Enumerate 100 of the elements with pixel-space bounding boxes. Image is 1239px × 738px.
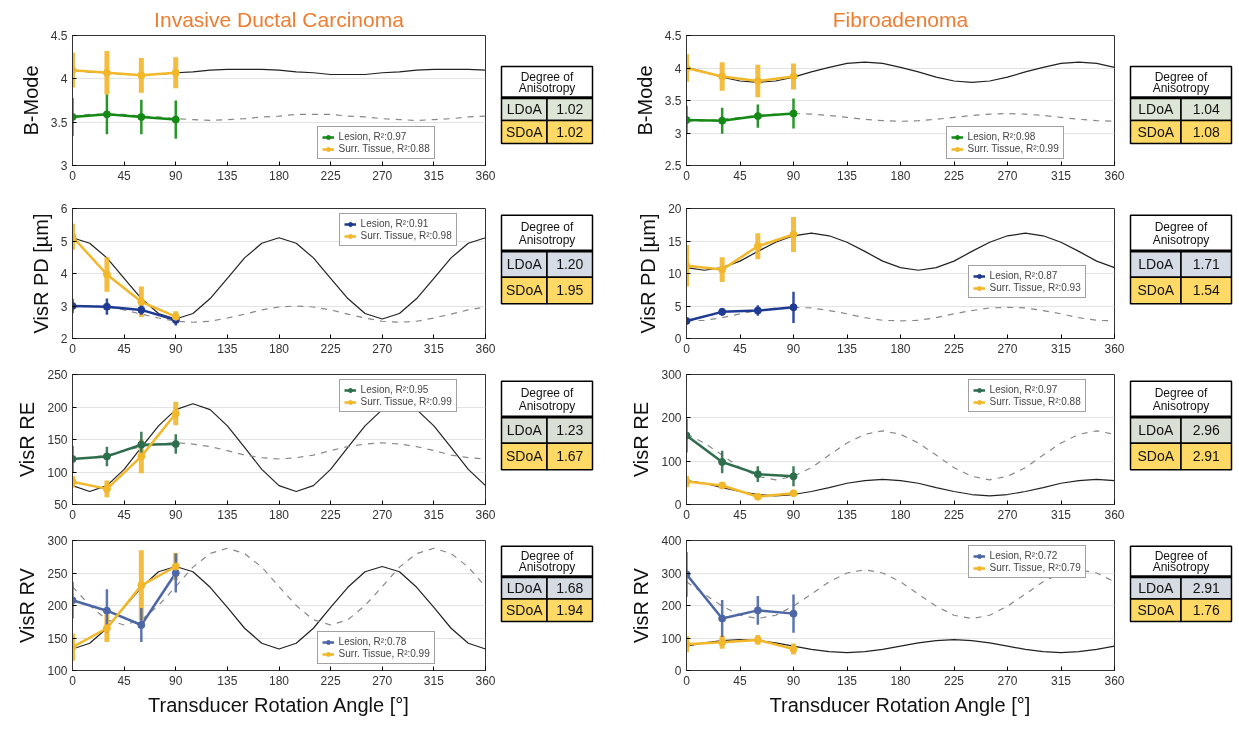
- x-tick-label: 270: [997, 673, 1018, 688]
- category-label: LDoA: [506, 101, 543, 118]
- y-tick-label: 200: [47, 400, 68, 415]
- y-tick-label: 250: [47, 566, 68, 581]
- x-tick-label: 225: [320, 341, 341, 356]
- data-label: 1.23: [556, 422, 584, 439]
- x-tick-label: 360: [475, 507, 496, 522]
- x-tick-label: 180: [890, 673, 911, 688]
- y-tick-label: 3.5: [664, 94, 682, 108]
- legend-label: Surr. Tissue, R²:0.99: [338, 648, 430, 659]
- y-tick-label: 10: [668, 267, 682, 281]
- x-tick-label: 45: [733, 341, 747, 356]
- y-tick-label: 5: [60, 234, 68, 249]
- category-label: SDoA: [505, 282, 544, 299]
- legend-label: Surr. Tissue, R²:0.99: [360, 396, 452, 407]
- x-tick-label: 90: [169, 168, 183, 183]
- x-tick-label: 270: [372, 507, 393, 522]
- legend-label: Surr. Tissue, R²:0.88: [338, 143, 430, 154]
- x-tick-label: 180: [890, 168, 911, 183]
- x-tick-label: 135: [836, 507, 858, 522]
- x-tick-label: 225: [320, 507, 341, 522]
- x-axis-title: Transducer Rotation Angle [°]: [769, 693, 1031, 716]
- data-label: 2.91: [1192, 448, 1221, 465]
- y-axis-title: VisR RV: [16, 567, 39, 643]
- y-axis-title: VisR RE: [630, 401, 653, 478]
- data-label: 1.71: [1192, 256, 1221, 273]
- y-axis-title: VisR RE: [16, 401, 39, 478]
- legend-label: Lesion, R²:0.72: [989, 550, 1058, 561]
- category-label: LDoA: [506, 256, 543, 273]
- y-axis-title: VisR PD [µm]: [637, 213, 660, 334]
- x-tick-label: 315: [1050, 673, 1072, 688]
- data-label: 2.91: [1192, 579, 1221, 596]
- x-tick-label: 45: [733, 168, 747, 183]
- x-tick-label: 360: [1104, 507, 1125, 522]
- x-tick-label: 45: [733, 507, 747, 522]
- y-tick-label: 0: [674, 498, 682, 512]
- x-tick-label: 225: [943, 168, 965, 183]
- category-label: SDoA: [505, 124, 544, 141]
- y-tick-label: 3: [60, 159, 68, 173]
- legend-label: Lesion, R²:0.78: [338, 636, 407, 647]
- x-tick-label: 270: [372, 168, 393, 183]
- y-tick-label: 150: [47, 433, 68, 447]
- text: Degree of Anisotropy: [1152, 385, 1210, 413]
- y-tick-label: 6: [60, 202, 68, 216]
- y-tick-label: 2: [60, 332, 68, 346]
- y-tick-label: 15: [668, 234, 682, 249]
- y-tick-label: 4.5: [50, 29, 68, 43]
- y-tick-label: 0: [674, 664, 682, 678]
- y-tick-label: 4: [60, 72, 68, 87]
- category-label: SDoA: [505, 602, 544, 619]
- text: Degree of Anisotropy: [1152, 549, 1210, 574]
- chart-title: Invasive Ductal Carcinoma: [154, 7, 405, 31]
- legend-label: Surr. Tissue, R²:0.99: [967, 143, 1059, 154]
- x-tick-label: 270: [372, 341, 393, 356]
- y-tick-label: 3.5: [50, 115, 68, 130]
- text: Degree of Anisotropy: [518, 219, 576, 247]
- y-tick-label: 4.5: [664, 29, 682, 43]
- y-tick-label: 3: [60, 299, 68, 314]
- legend-label: Lesion, R²:0.87: [989, 270, 1058, 282]
- category-label: LDoA: [506, 422, 543, 439]
- data-label: 1.76: [1192, 602, 1221, 619]
- y-tick-label: 100: [661, 631, 682, 646]
- x-tick-label: 180: [268, 507, 290, 522]
- y-axis-title: VisR PD [µm]: [29, 213, 52, 334]
- y-tick-label: 300: [661, 566, 682, 581]
- data-label: 1.20: [556, 256, 584, 273]
- x-tick-label: 45: [117, 341, 132, 356]
- category-label: SDoA: [1137, 124, 1175, 141]
- y-tick-label: 50: [54, 498, 68, 512]
- category-label: SDoA: [505, 448, 544, 465]
- chart-title: Fibroadenoma: [832, 7, 969, 31]
- data-label: 1.02: [556, 101, 584, 118]
- x-tick-label: 135: [217, 507, 238, 522]
- x-tick-label: 90: [786, 507, 801, 522]
- y-tick-label: 100: [47, 465, 68, 480]
- x-tick-label: 45: [117, 168, 132, 183]
- x-tick-label: 315: [423, 507, 445, 522]
- x-tick-label: 315: [1050, 168, 1072, 183]
- y-tick-label: 4: [674, 61, 682, 76]
- x-tick-label: 315: [423, 673, 445, 688]
- x-tick-label: 180: [268, 168, 290, 183]
- x-axis-title: Transducer Rotation Angle [°]: [148, 693, 409, 716]
- y-tick-label: 200: [47, 599, 68, 613]
- y-tick-label: 100: [47, 664, 68, 678]
- data-label: 1.67: [556, 448, 584, 465]
- y-tick-label: 400: [661, 534, 682, 548]
- category-label: LDoA: [1138, 422, 1174, 439]
- legend-label: Surr. Tissue, R²:0.98: [360, 230, 452, 241]
- data-label: 1.54: [1192, 282, 1221, 299]
- x-tick-label: 180: [890, 507, 911, 522]
- y-tick-label: 300: [661, 368, 682, 382]
- x-tick-label: 225: [943, 341, 965, 356]
- x-tick-label: 180: [890, 341, 911, 356]
- x-tick-label: 45: [117, 673, 132, 688]
- y-tick-label: 3: [674, 126, 682, 141]
- legend-label: Lesion, R²:0.97: [338, 131, 407, 142]
- x-tick-label: 225: [943, 507, 965, 522]
- data-label: 1.95: [556, 282, 584, 299]
- category-label: SDoA: [1137, 448, 1175, 465]
- x-tick-label: 90: [786, 168, 801, 183]
